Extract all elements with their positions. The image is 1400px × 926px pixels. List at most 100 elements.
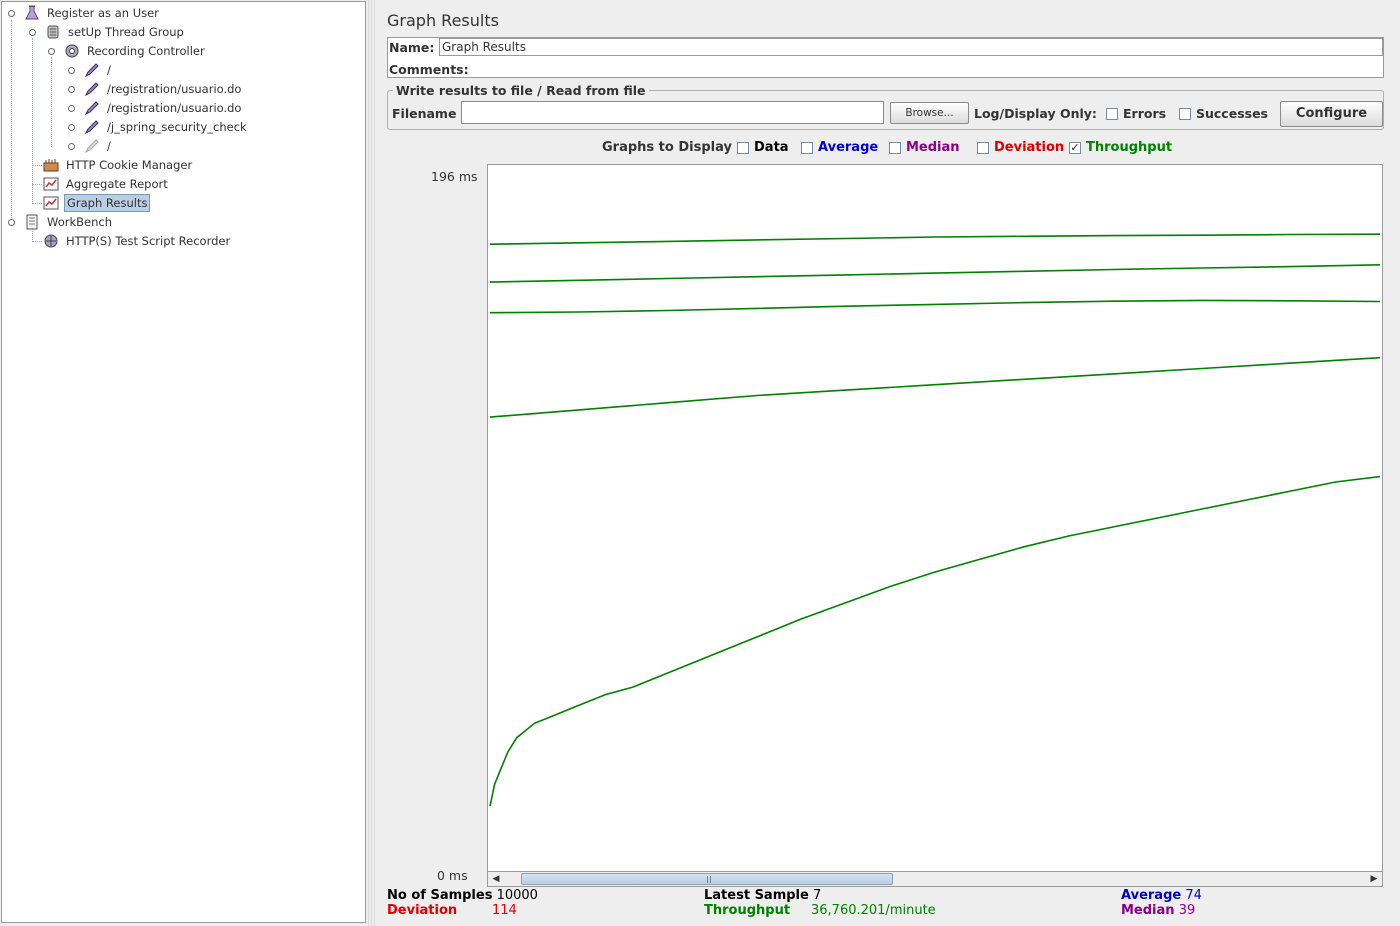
throughput-series-line-3 [489,299,1381,314]
file-group-title: Write results to file / Read from file [393,83,649,98]
tree-node-label: / [107,139,111,153]
sampler-disabled-icon [84,138,100,154]
name-input[interactable] [439,38,1383,56]
median-stat: Median 39 [1121,903,1195,918]
workbench-icon [24,214,40,230]
tree-expand-handle-icon[interactable] [8,219,15,226]
page-title: Graph Results [387,11,499,30]
tree-expand-handle-icon[interactable] [68,143,75,150]
successes-label: Successes [1196,106,1268,121]
listener-icon [43,176,59,192]
log-display-label: Log/Display Only: [974,106,1097,121]
sampler-icon [84,100,100,116]
throughput-series-line-2 [489,264,1381,283]
tree-node-label: Register as an User [47,6,159,20]
tree-expand-handle-icon[interactable] [68,86,75,93]
tree-expand-handle-icon[interactable] [8,10,15,17]
graph-canvas [487,164,1383,886]
latest-value: 7 [812,888,822,903]
graph-horizontal-scrollbar[interactable]: ◀ ▶ [487,871,1383,887]
median-graph-label: Median [906,140,960,155]
deviation-graph-label: Deviation [994,140,1065,155]
scrollbar-grip-icon [707,876,712,883]
average-stat: Average 74 [1121,888,1202,903]
tree-node-label: /registration/usuario.do [107,101,242,115]
cookie-manager-icon [43,157,59,173]
panel-splitter[interactable] [368,0,376,926]
average-graph-checkbox[interactable] [801,142,813,154]
y-min-label: 0 ms [437,868,468,883]
comments-label: Comments: [389,62,469,77]
tree-guide-line [32,184,42,185]
tree-expand-handle-icon[interactable] [68,124,75,131]
data-graph-label: Data [754,140,789,155]
thread-group-icon [45,24,61,40]
tree-node-label: Graph Results [64,194,151,212]
throughput-chart [489,233,1381,807]
graphs-to-display-label: Graphs to Display [602,140,732,155]
tree-node-label: HTTP Cookie Manager [66,158,193,172]
tree-node-label: / [107,63,111,77]
tree-guide-line [32,165,42,166]
tree-node-label: Recording Controller [87,44,205,58]
throughput-stat: Throughput [704,903,790,918]
tree-node-label: setUp Thread Group [68,25,184,39]
average-value: 74 [1185,888,1202,903]
deviation-graph-checkbox[interactable] [977,142,989,154]
scrollbar-thumb[interactable] [521,873,893,885]
tree-guide-line [32,228,33,242]
filename-input[interactable] [461,101,884,124]
recorder-icon [43,233,59,249]
tree-guide-line [51,57,52,147]
latest-stat: Latest Sample 7 [704,888,821,903]
tree-expand-handle-icon[interactable] [68,67,75,74]
median-graph-checkbox[interactable] [889,142,901,154]
deviation-stat: Deviation [387,903,457,918]
scroll-left-arrow-icon[interactable]: ◀ [492,874,500,884]
tree-guide-line [32,241,42,242]
deviation-label: Deviation [387,903,458,918]
tree-expand-handle-icon[interactable] [29,29,36,36]
successes-checkbox[interactable] [1179,108,1191,120]
tree-node-label: /j_spring_security_check [107,120,247,134]
throughput-graph-label: Throughput [1086,140,1173,155]
data-graph-checkbox[interactable] [737,142,749,154]
deviation-value: 114 [492,903,517,918]
test-plan-icon [24,5,40,21]
listener-icon [43,195,59,211]
file-group [387,90,1384,130]
throughput-value: 36,760.201/minute [811,903,936,918]
test-plan-tree[interactable]: Register as an User setUp Thread Group Rec… [1,1,366,923]
average-label: Average [1121,888,1182,903]
samples-value: 10000 [496,888,538,903]
tree-node-label: HTTP(S) Test Script Recorder [66,234,231,248]
throughput-series-line-5 [489,475,1381,807]
controller-icon [64,43,80,59]
filename-label: Filename [392,106,457,121]
throughput-graph-checkbox[interactable]: ✓ [1069,141,1081,154]
median-value: 39 [1178,903,1196,918]
configure-button[interactable]: Configure [1280,101,1383,127]
tree-expand-handle-icon[interactable] [48,48,55,55]
errors-checkbox[interactable] [1106,108,1118,120]
tree-node-label: Aggregate Report [66,177,168,191]
throughput-label: Throughput [704,903,791,918]
scroll-right-arrow-icon[interactable]: ▶ [1370,874,1378,884]
average-graph-label: Average [818,140,879,155]
tree-guide-line [32,203,42,204]
graph-results-panel: Graph Results Name: Comments: Write resu… [377,0,1400,926]
name-label: Name: [389,40,435,55]
throughput-series-line-4 [489,356,1381,418]
tree-guide-line [11,20,12,222]
tree-node-label: /registration/usuario.do [107,82,242,96]
browse-button[interactable]: Browse... [890,102,969,124]
median-label: Median [1121,903,1175,918]
tree-guide-line [32,38,33,204]
samples-label: No of Samples [387,888,493,903]
comments-field[interactable] [467,60,1383,76]
tree-expand-handle-icon[interactable] [68,105,75,112]
y-max-label: 196 ms [431,169,478,184]
tree-node-label: WorkBench [47,215,112,229]
latest-label: Latest Sample [704,888,809,903]
samples-stat: No of Samples 10000 [387,888,538,903]
